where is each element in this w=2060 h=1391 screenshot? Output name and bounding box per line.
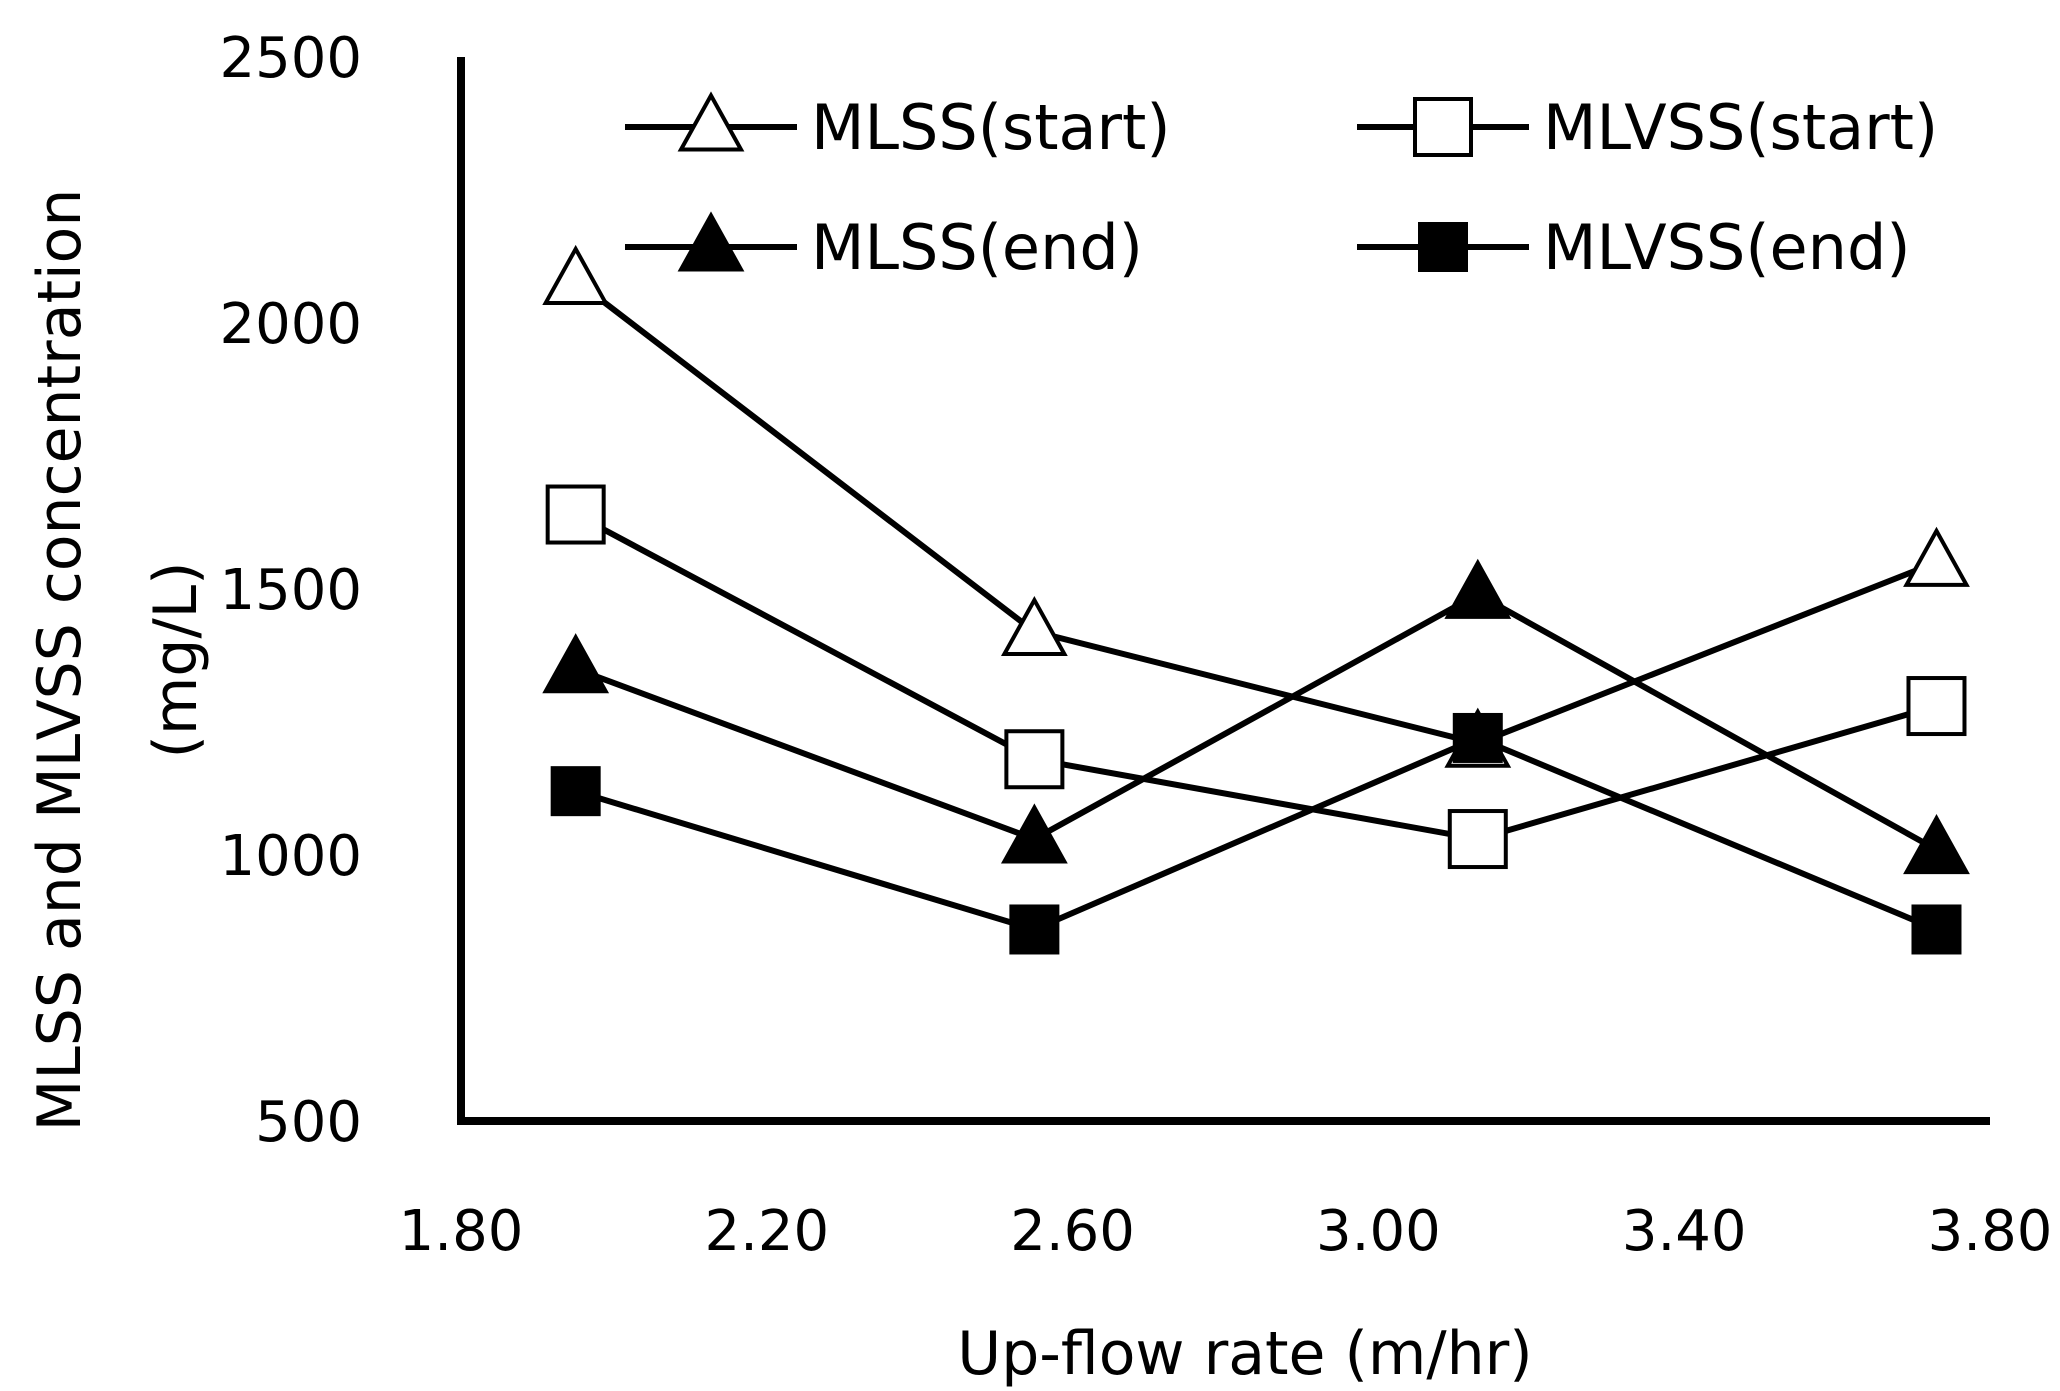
y-tick-label: 1500 — [219, 558, 362, 623]
series-MLVSS(start) — [545, 484, 1967, 870]
data-point — [1447, 809, 1508, 870]
series-MLVSS(end) — [550, 712, 1962, 955]
data-point — [1903, 526, 1970, 587]
data-point — [1004, 729, 1065, 790]
x-tick-label: 3.40 — [1622, 1199, 1747, 1264]
data-point — [1000, 803, 1068, 864]
data-point — [545, 484, 606, 545]
data-point — [1452, 712, 1503, 763]
legend-marker — [1413, 97, 1473, 157]
legend-item: MLSS(end) — [625, 211, 1143, 284]
data-point — [1009, 904, 1060, 955]
legend-label: MLVSS(start) — [1543, 91, 1938, 164]
legend-marker — [677, 211, 745, 272]
series-MLSS(end) — [542, 558, 1970, 875]
legend: MLSS(start) MLVSS(start) MLSS(end) MLVSS(en… — [625, 91, 1938, 284]
x-tick-label: 2.60 — [1010, 1199, 1135, 1264]
x-tick-label: 3.00 — [1316, 1199, 1441, 1264]
data-point — [542, 633, 610, 694]
series-line — [574, 511, 1938, 843]
legend-item: MLVSS(end) — [1357, 211, 1911, 284]
legend-label: MLSS(end) — [811, 211, 1143, 284]
data-point — [1906, 676, 1967, 737]
data-point — [1000, 595, 1068, 657]
y-tick-label: 2500 — [219, 26, 362, 91]
data-point — [1444, 558, 1512, 619]
data-point — [1903, 814, 1970, 875]
x-tick-label: 2.20 — [704, 1199, 829, 1264]
y-axis-title-line2: (mg/L) — [141, 562, 211, 759]
data-point — [550, 766, 601, 817]
y-tick-label: 1000 — [219, 824, 362, 889]
x-axis-title: Up-flow rate (m/hr) — [957, 1319, 1532, 1389]
y-axis-title-line1: MLSS and MLVSS concentration — [25, 189, 95, 1132]
x-tick-label: 1.80 — [399, 1199, 524, 1264]
series-line — [574, 590, 1938, 853]
x-tick-labels: 1.80 2.20 2.60 3.00 3.40 3.80 — [399, 1199, 2053, 1264]
data-point — [542, 244, 610, 305]
data-point — [1911, 904, 1962, 955]
legend-item: MLSS(start) — [625, 91, 1171, 164]
legend-label: MLVSS(end) — [1543, 211, 1911, 284]
y-tick-label: 500 — [255, 1090, 362, 1155]
legend-marker — [1418, 222, 1468, 272]
legend-item: MLVSS(start) — [1357, 91, 1938, 164]
series-line — [573, 278, 1938, 747]
legend-marker — [677, 91, 745, 152]
series-MLSS(start) — [542, 244, 1970, 768]
y-tick-labels: 500 1000 1500 2000 2500 — [219, 26, 362, 1155]
x-tick-label: 3.80 — [1928, 1199, 2053, 1264]
series-layer — [542, 244, 1970, 955]
y-tick-label: 2000 — [219, 292, 362, 357]
series-line — [574, 734, 1938, 933]
legend-label: MLSS(start) — [811, 91, 1171, 164]
